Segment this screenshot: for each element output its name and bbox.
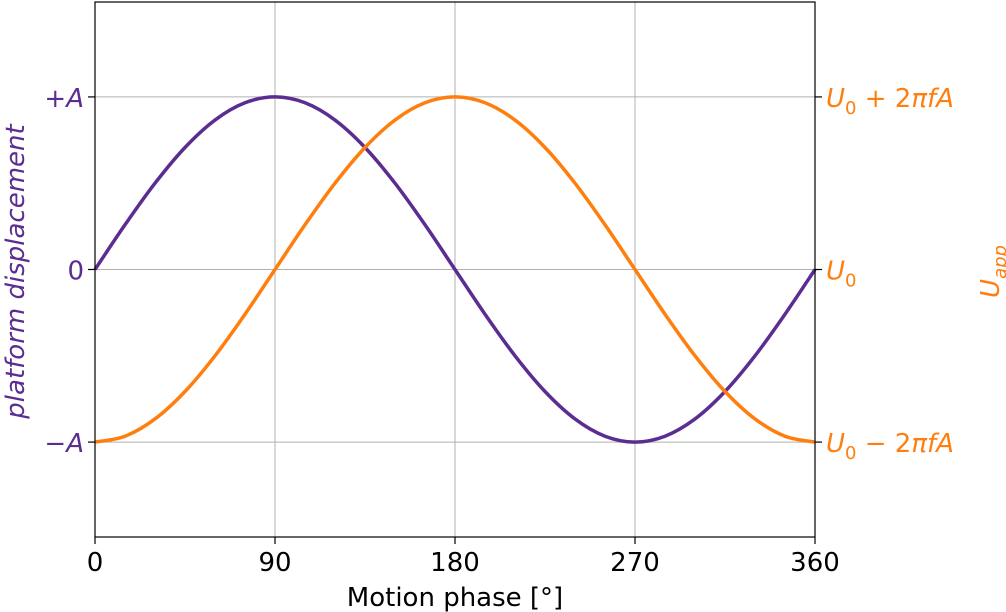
left-axis-label: platform displacement: [1, 123, 31, 419]
x-tick-label: 180: [430, 548, 480, 578]
right-tick-label: U0 − 2πfA: [826, 429, 954, 464]
x-tick-label: 270: [610, 548, 660, 578]
right-tick-label: U0: [826, 257, 856, 292]
x-tick-label: 360: [790, 548, 840, 578]
x-tick-label: 0: [87, 548, 104, 578]
right-axis-label: Uapp: [976, 245, 1006, 298]
right-y-axis: U0 − 2πfA U0 U0 + 2πfA: [815, 84, 954, 464]
x-axis: 0 90 180 270 360: [87, 537, 840, 578]
left-tick-label: −A: [44, 429, 84, 459]
series-line-u-app: [94, 95, 816, 444]
series-line-displacement: [93, 95, 817, 444]
x-axis-label: Motion phase [°]: [347, 583, 563, 612]
x-tick-label: 90: [258, 548, 291, 578]
left-tick-label: +A: [44, 84, 84, 114]
series-group: [93, 95, 817, 444]
left-tick-label: 0: [67, 257, 84, 287]
left-y-axis: −A 0 +A: [44, 84, 95, 459]
right-tick-label: U0 + 2πfA: [826, 84, 954, 119]
